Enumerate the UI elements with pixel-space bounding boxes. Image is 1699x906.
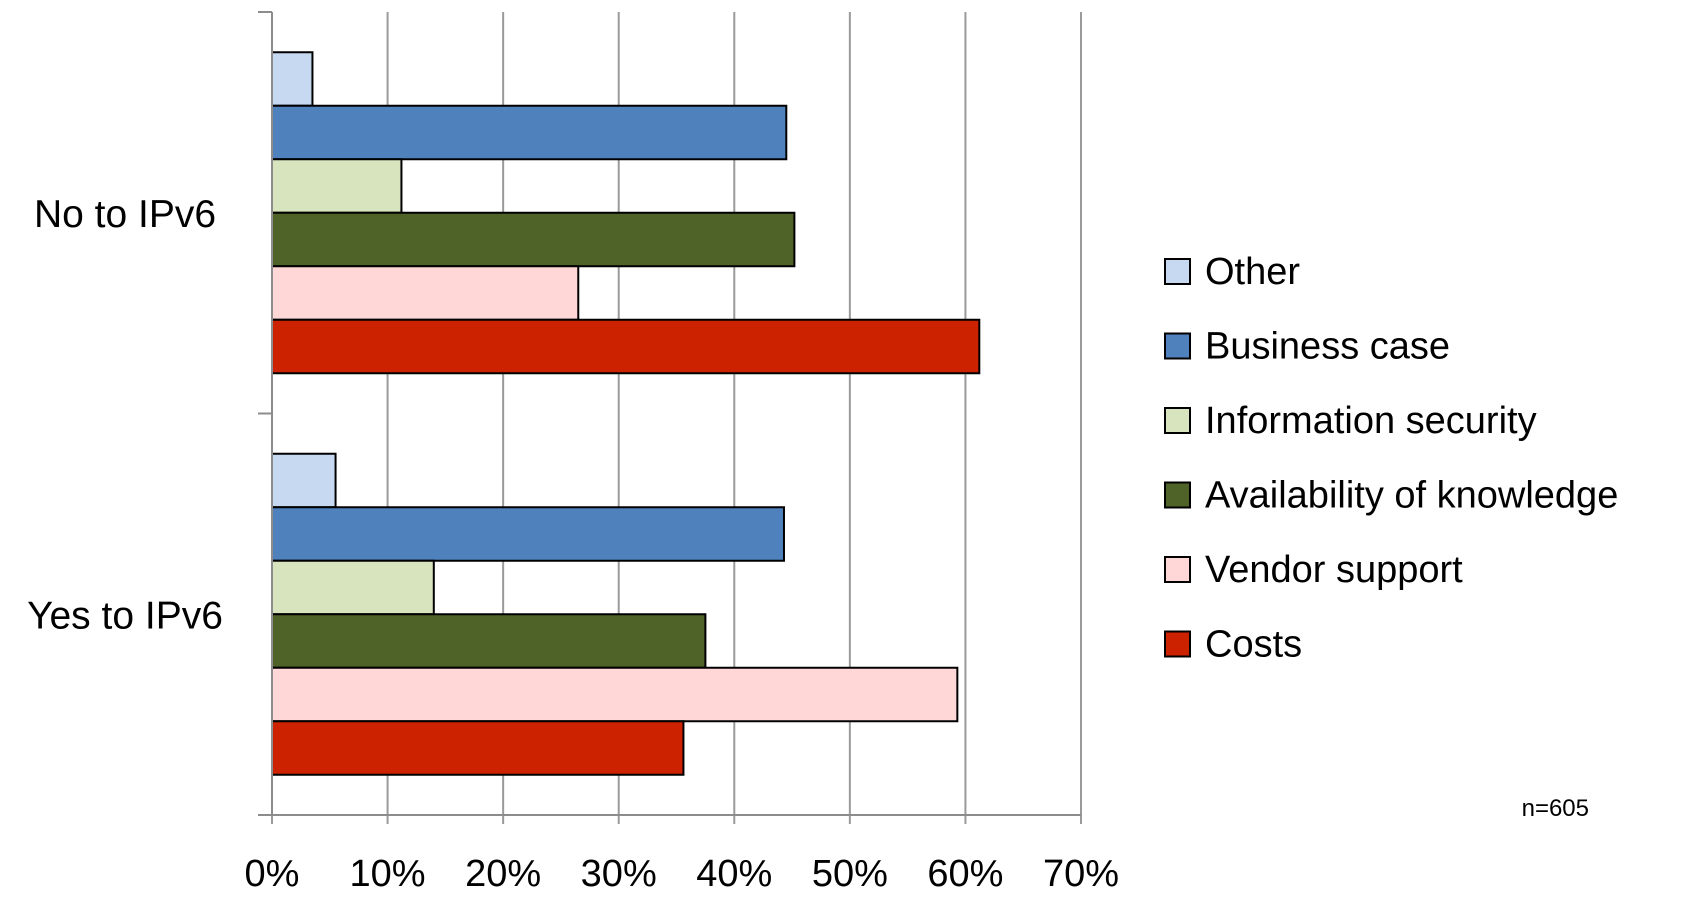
legend-swatch: [1164, 407, 1191, 434]
bar-other: [271, 51, 314, 107]
legend-swatch: [1164, 258, 1191, 285]
bar-vendor-support: [271, 666, 959, 723]
x-tick-label: 20%: [465, 853, 541, 895]
bar-other: [271, 452, 337, 509]
legend-label: Vendor support: [1205, 549, 1463, 591]
legend-swatch: [1164, 481, 1191, 509]
bar-costs: [271, 318, 981, 375]
x-tick-label: 70%: [1043, 853, 1119, 895]
x-tick-label: 0%: [245, 853, 300, 895]
bar-vendor-support: [271, 265, 580, 321]
bar-business-case: [271, 506, 785, 562]
legend-label: Availability of knowledge: [1205, 475, 1618, 517]
axes: [258, 11, 1082, 824]
legend-swatch: [1164, 630, 1191, 658]
legend-label: Information security: [1205, 400, 1537, 442]
x-tick-label: 60%: [927, 853, 1003, 895]
x-tick-label: 10%: [350, 853, 426, 895]
bar-availability-of-knowledge: [271, 613, 707, 669]
category-label: Yes to IPv6: [27, 594, 223, 637]
x-tick-label: 50%: [812, 853, 888, 895]
bar-costs: [271, 720, 685, 776]
bar-information-security: [271, 559, 435, 616]
sample-size-note: n=605: [1522, 795, 1589, 822]
legend-label: Other: [1205, 251, 1300, 293]
x-tick-label: 40%: [696, 853, 772, 895]
legend-swatch: [1164, 332, 1191, 360]
bars: [271, 51, 981, 776]
x-tick-label: 30%: [581, 853, 657, 895]
bar-availability-of-knowledge: [271, 211, 796, 268]
legend-swatch: [1164, 556, 1191, 583]
legend-label: Business case: [1205, 326, 1450, 368]
labels: 0% 10% 20% 30% 40% 50% 60% 70% No to IPv6 Yes to …: [27, 193, 1589, 895]
legend-label: Costs: [1205, 624, 1302, 666]
category-label: No to IPv6: [34, 193, 216, 236]
legend: Other Business case Information security Av…: [1164, 251, 1618, 666]
bar-business-case: [271, 104, 788, 161]
bar-information-security: [271, 158, 403, 214]
